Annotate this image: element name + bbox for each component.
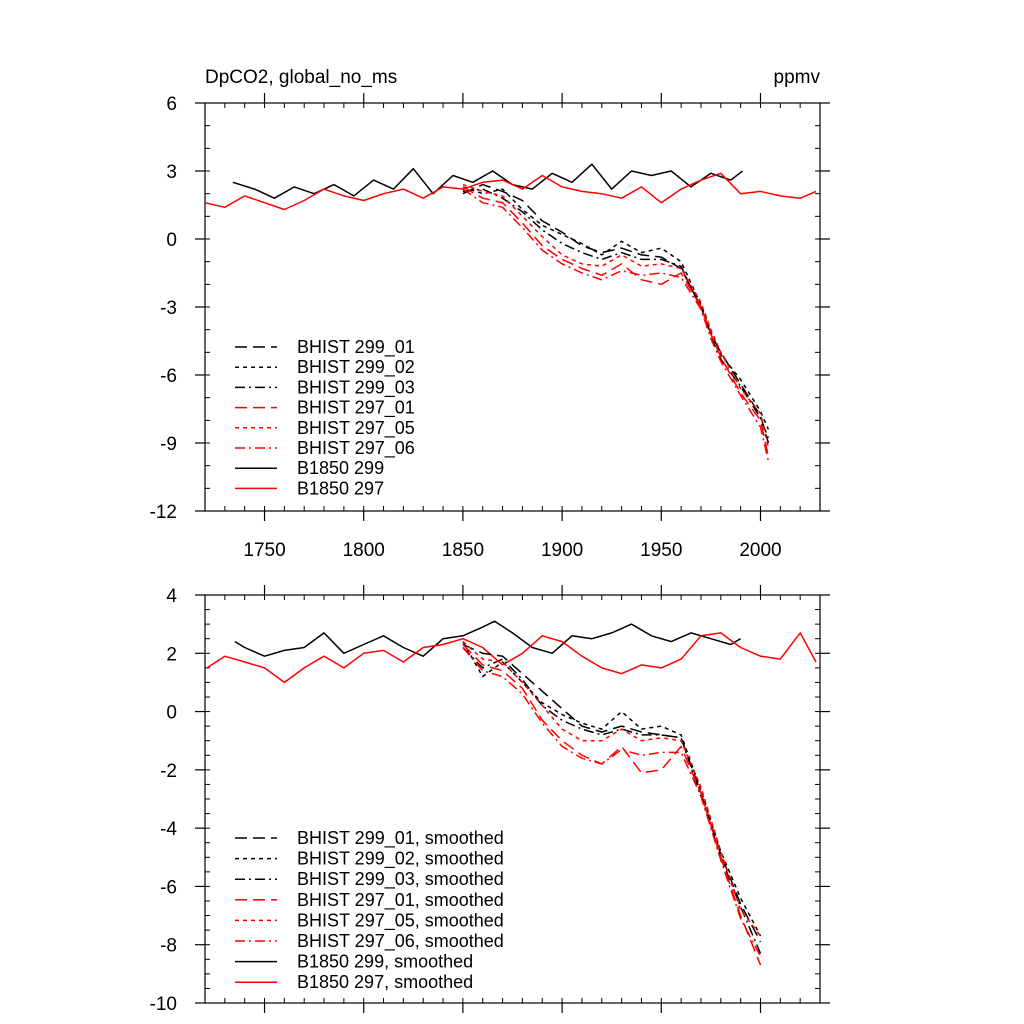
y-tick-label: 0 bbox=[166, 230, 177, 251]
y-tick-label: 4 bbox=[166, 586, 177, 607]
legend-label: BHIST 299_02, smoothed bbox=[297, 849, 504, 870]
series-line-b1850-299-smoothed bbox=[234, 620, 741, 657]
x-tick-label: 1750 bbox=[243, 540, 285, 561]
y-tick-label: -4 bbox=[160, 819, 177, 840]
x-tick-label: 1800 bbox=[343, 540, 385, 561]
legend-label: BHIST 299_01, smoothed bbox=[297, 828, 504, 849]
y-tick-label: -2 bbox=[160, 761, 177, 782]
y-tick-label: -12 bbox=[150, 502, 177, 523]
y-tick-label: 3 bbox=[166, 162, 177, 183]
legend-label: BHIST 297_06, smoothed bbox=[297, 931, 504, 952]
legend-label: B1850 297, smoothed bbox=[297, 972, 473, 992]
x-tick-label: 1850 bbox=[442, 540, 484, 561]
series-line-bhist-297-05-smoothed bbox=[462, 641, 762, 937]
series-line-bhist-299-01 bbox=[462, 183, 770, 444]
series-line-bhist-297-06-smoothed bbox=[462, 647, 762, 957]
series-line-bhist-297-06 bbox=[462, 188, 770, 462]
series-line-bhist-299-02-smoothed bbox=[462, 641, 762, 937]
y-tick-label: -8 bbox=[160, 936, 177, 957]
legend-label: BHIST 297_01 bbox=[297, 398, 415, 419]
legend-label: B1850 299 bbox=[297, 458, 384, 478]
legend-label: BHIST 299_01 bbox=[297, 337, 415, 358]
series-line-bhist-297-01 bbox=[462, 186, 770, 457]
legend-label: BHIST 299_02 bbox=[297, 357, 415, 378]
legend-label: BHIST 299_03, smoothed bbox=[297, 869, 504, 890]
series-line-bhist-299-03-smoothed bbox=[462, 646, 762, 954]
y-tick-label: -9 bbox=[160, 434, 177, 455]
series-group bbox=[205, 163, 817, 462]
y-tick-label: 2 bbox=[166, 644, 177, 665]
series-line-bhist-299-01-smoothed bbox=[462, 643, 762, 943]
y-tick-label: -6 bbox=[160, 366, 177, 387]
y-tick-label: -6 bbox=[160, 877, 177, 898]
legend-label: BHIST 299_03 bbox=[297, 377, 415, 398]
y-tick-label: -10 bbox=[150, 994, 177, 1015]
legend-label: B1850 299, smoothed bbox=[297, 952, 473, 972]
x-tick-label: 1900 bbox=[541, 540, 583, 561]
series-line-b1850-297 bbox=[205, 172, 817, 211]
series-line-bhist-299-03 bbox=[462, 188, 770, 439]
legend-label: BHIST 297_01, smoothed bbox=[297, 890, 504, 911]
y-tick-label: 6 bbox=[166, 94, 177, 115]
x-tick-label: 2000 bbox=[739, 540, 781, 561]
legend-label: BHIST 297_06 bbox=[297, 438, 415, 459]
legend-label: BHIST 297_05 bbox=[297, 418, 415, 439]
chart-title: DpCO2, global_no_ms bbox=[205, 67, 397, 88]
series-line-bhist-297-05 bbox=[462, 183, 770, 448]
units-label: ppmv bbox=[774, 67, 821, 88]
series-line-b1850-297-smoothed bbox=[206, 632, 817, 684]
series-line-bhist-299-02 bbox=[462, 186, 770, 430]
series-group bbox=[206, 620, 817, 966]
legend-label: B1850 297 bbox=[297, 478, 384, 498]
y-tick-label: 0 bbox=[166, 703, 177, 724]
y-tick-label: -3 bbox=[160, 298, 177, 319]
chart-panel-top: 1750 1800 1850 1900 1950 2000 6 3 0 -3 -6 -9 -12 DpCO… bbox=[150, 67, 830, 561]
legend-label: BHIST 297_05, smoothed bbox=[297, 910, 504, 931]
x-tick-label: 1950 bbox=[640, 540, 682, 561]
series-line-bhist-297-01-smoothed bbox=[462, 643, 762, 966]
